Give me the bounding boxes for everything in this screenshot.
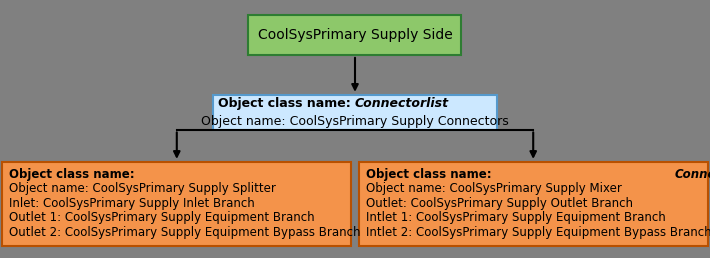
Text: Object name: CoolSysPrimary Supply Splitter: Object name: CoolSysPrimary Supply Split… [9,182,276,195]
Bar [359,162,708,246]
Text: Outlet: CoolSysPrimary Supply Outlet Branch: Outlet: CoolSysPrimary Supply Outlet Bra… [366,197,633,210]
Text: Intlet 2: CoolSysPrimary Supply Equipment Bypass Branch: Intlet 2: CoolSysPrimary Supply Equipmen… [366,226,710,239]
Text: Object name: CoolSysPrimary Supply Mixer: Object name: CoolSysPrimary Supply Mixer [366,182,621,195]
Bar [248,15,462,55]
Text: CoolSysPrimary Supply Side: CoolSysPrimary Supply Side [258,28,452,42]
Text: Outlet 1: CoolSysPrimary Supply Equipment Branch: Outlet 1: CoolSysPrimary Supply Equipmen… [9,212,315,224]
Text: Object class name:: Object class name: [218,97,355,110]
Text: Inlet: CoolSysPrimary Supply Inlet Branch: Inlet: CoolSysPrimary Supply Inlet Branc… [9,197,255,210]
Text: Object class name:: Object class name: [366,168,496,181]
Bar [2,162,351,246]
Text: Connector:Splitter: Connector:Splitter [674,168,710,181]
Text: Outlet 2: CoolSysPrimary Supply Equipment Bypass Branch: Outlet 2: CoolSysPrimary Supply Equipmen… [9,226,361,239]
Bar [213,95,497,130]
Text: Object class name:: Object class name: [9,168,139,181]
Text: Object name: CoolSysPrimary Supply Connectors: Object name: CoolSysPrimary Supply Conne… [201,115,509,128]
Text: Connectorlist: Connectorlist [355,97,449,110]
Text: Intlet 1: CoolSysPrimary Supply Equipment Branch: Intlet 1: CoolSysPrimary Supply Equipmen… [366,212,665,224]
